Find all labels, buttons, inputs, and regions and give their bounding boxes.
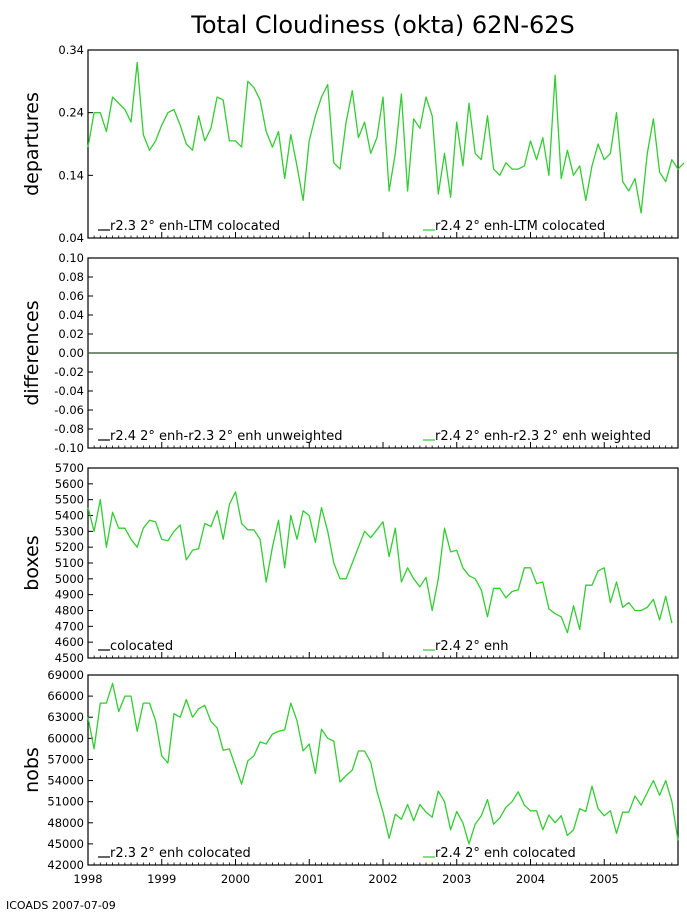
y-tick-label: 4500 xyxy=(55,651,84,665)
legend-entry: r2.4 2° enh xyxy=(435,639,509,654)
y-tick-label: 48000 xyxy=(47,816,84,830)
y-tick-label: 0.04 xyxy=(58,231,84,245)
y-tick-label: 69000 xyxy=(47,668,84,682)
legend-entry: r2.4 2° enh-r2.3 2° enh weighted xyxy=(435,429,651,444)
y-tick-label: 0.34 xyxy=(58,43,84,57)
y-tick-label: 0.10 xyxy=(58,251,84,265)
legend-entry: r2.4 2° enh-LTM colocated xyxy=(435,219,605,234)
x-tick-label: 2002 xyxy=(368,872,397,886)
y-tick-label: 4900 xyxy=(55,588,84,602)
y-tick-label: 54000 xyxy=(47,774,84,788)
y-tick-label: 0.00 xyxy=(58,346,84,360)
y-tick-label: 42000 xyxy=(47,858,84,872)
y-tick-label: 66000 xyxy=(47,689,84,703)
legend-entry: r2.4 2° enh-r2.3 2° enh unweighted xyxy=(110,429,342,444)
legend-entry: r2.4 2° enh colocated xyxy=(435,846,576,861)
panel-frame-nobs xyxy=(87,674,679,866)
y-tick-label: 5100 xyxy=(55,556,84,570)
series-line xyxy=(87,61,685,214)
y-tick-label: 4800 xyxy=(55,604,84,618)
y-tick-label: -0.06 xyxy=(54,403,84,417)
panel-frame-departures xyxy=(87,49,679,239)
y-tick-label: 0.06 xyxy=(58,289,84,303)
series-line xyxy=(87,491,673,634)
y-tick-label: 5000 xyxy=(55,572,84,586)
y-tick-label: 0.14 xyxy=(58,168,84,182)
legend-entry: r2.3 2° enh-LTM colocated xyxy=(110,219,280,234)
y-tick-label: 5400 xyxy=(55,509,84,523)
y-tick-label: -0.10 xyxy=(54,441,84,455)
panels: 0.04 0.14 0.24 0.34 departures r2.3 2° enh-LT… xyxy=(21,43,685,886)
y-tick-label: 5300 xyxy=(55,524,84,538)
y-tick-label: -0.08 xyxy=(54,422,84,436)
y-tick-label: 57000 xyxy=(47,752,84,766)
y-tick-label: -0.04 xyxy=(54,384,84,398)
y-axis-label: departures xyxy=(21,92,43,196)
y-tick-label: 5700 xyxy=(55,461,84,475)
x-tick-label: 1999 xyxy=(147,872,176,886)
y-tick-label: 51000 xyxy=(47,795,84,809)
y-tick-label: 5500 xyxy=(55,493,84,507)
panel-frame-boxes xyxy=(87,467,679,659)
y-tick-label: 60000 xyxy=(47,731,84,745)
y-tick-label: 0.24 xyxy=(58,106,84,120)
y-tick-label: 5200 xyxy=(55,540,84,554)
chart-title: Total Cloudiness (okta) 62N-62S xyxy=(190,11,575,39)
x-tick-label: 2001 xyxy=(295,872,324,886)
x-tick-label: 2000 xyxy=(221,872,250,886)
y-tick-label: 4700 xyxy=(55,619,84,633)
legend-entry: colocated xyxy=(110,639,173,654)
footer-source: ICOADS 2007-07-09 xyxy=(6,899,116,912)
y-tick-label: 4600 xyxy=(55,635,84,649)
x-tick-label: 2003 xyxy=(442,872,471,886)
y-tick-label: 0.02 xyxy=(58,327,84,341)
y-axis-label: boxes xyxy=(21,535,43,590)
legend-entry: r2.3 2° enh colocated xyxy=(110,846,251,861)
series-line xyxy=(87,682,679,845)
y-tick-label: 45000 xyxy=(47,837,84,851)
y-tick-label: -0.02 xyxy=(54,365,84,379)
x-tick-label: 2005 xyxy=(590,872,619,886)
y-axis-label: differences xyxy=(21,300,43,405)
y-tick-label: 0.04 xyxy=(58,308,84,322)
y-tick-label: 0.08 xyxy=(58,270,84,284)
y-tick-label: 63000 xyxy=(47,710,84,724)
y-tick-label: 5600 xyxy=(55,477,84,491)
y-axis-label: nobs xyxy=(21,747,43,793)
x-tick-label: 2004 xyxy=(516,872,545,886)
x-tick-label: 1998 xyxy=(73,872,102,886)
